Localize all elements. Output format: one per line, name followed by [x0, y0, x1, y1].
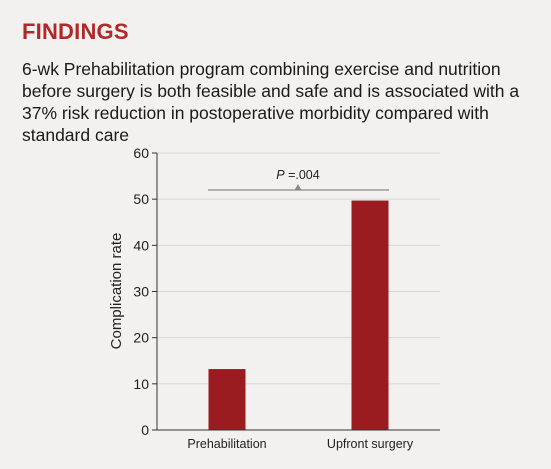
x-tick-label-upfront-surgery: Upfront surgery: [327, 437, 414, 451]
gridlines: [157, 152, 440, 385]
y-tick-label-0: 0: [141, 422, 149, 438]
y-tick-label-40: 40: [133, 237, 149, 253]
y-tick-label-10: 10: [133, 376, 149, 392]
p-value-label: P =.004: [276, 168, 319, 182]
p-value-number: =.004: [285, 168, 320, 182]
bar-upfront-surgery: [351, 200, 389, 430]
axes: 0 10 20 30 40 50 60 Prehabilitation Upfront surg…: [133, 145, 440, 451]
bars: [208, 200, 389, 430]
findings-heading: FINDINGS: [22, 19, 129, 44]
p-value-symbol: P: [276, 168, 285, 182]
x-tick-label-prehabilitation: Prehabilitation: [187, 437, 266, 451]
y-axis-label: Complication rate: [108, 233, 125, 350]
significance-marker: [294, 184, 302, 190]
y-tick-label-30: 30: [133, 284, 149, 300]
y-tick-label-50: 50: [133, 191, 149, 207]
y-tick-label-60: 60: [133, 145, 149, 161]
y-tick-label-20: 20: [133, 330, 149, 346]
findings-summary: 6-wk Prehabilitation program combining e…: [22, 59, 520, 145]
bar-prehabilitation: [208, 369, 246, 430]
significance-annotation: P =.004: [208, 168, 389, 191]
